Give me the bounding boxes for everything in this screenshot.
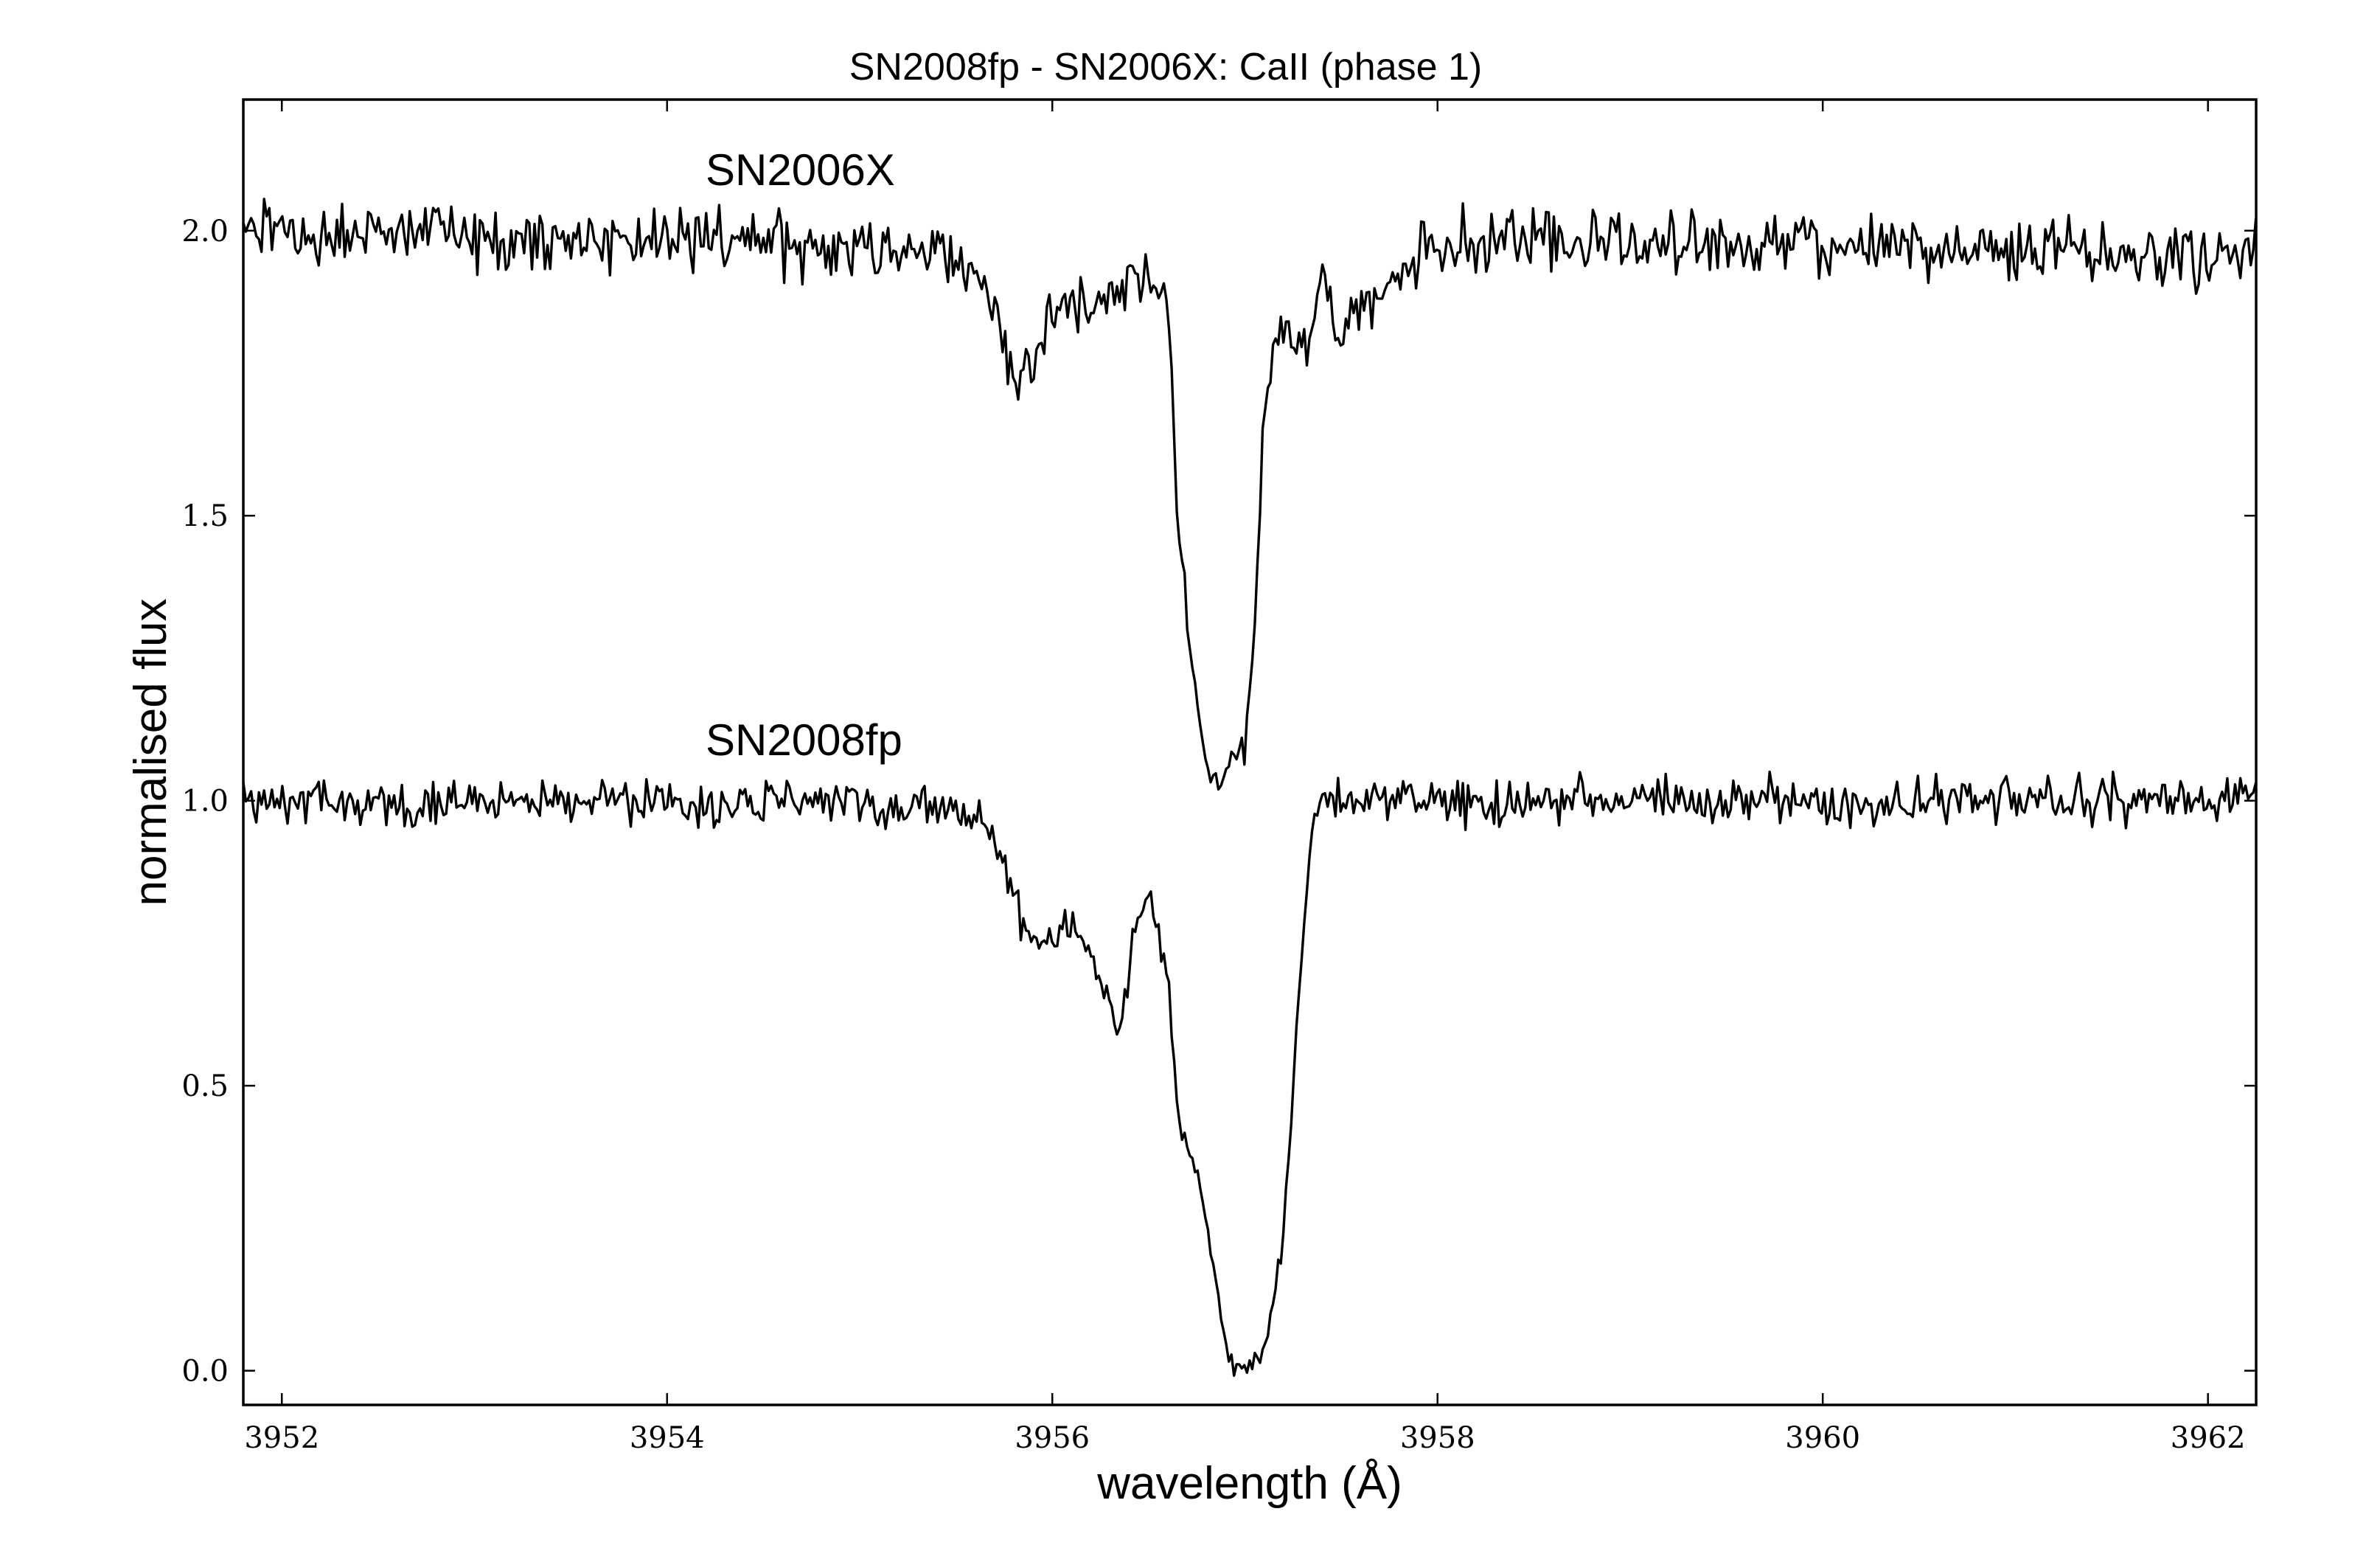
x-tick-label: 3954 bbox=[630, 1421, 705, 1455]
series-annotation: SN2008fp bbox=[706, 715, 902, 765]
series-annotations: SN2006X SN2008fp bbox=[706, 145, 902, 765]
y-tick-label: 0.5 bbox=[181, 1069, 229, 1103]
x-axis-ticks: 3952 3954 3956 3958 3960 3962 bbox=[244, 100, 2246, 1455]
x-tick-label: 3952 bbox=[244, 1421, 319, 1455]
y-tick-label: 0.0 bbox=[181, 1355, 229, 1389]
y-tick-label: 2.0 bbox=[181, 215, 229, 249]
series-line-sn2008fp bbox=[242, 770, 2258, 1377]
y-axis-label: normalised flux bbox=[125, 599, 176, 906]
series-layer bbox=[242, 198, 2258, 1377]
x-tick-label: 3962 bbox=[2171, 1421, 2246, 1455]
y-tick-label: 1.0 bbox=[181, 785, 229, 819]
series-line-sn2006x bbox=[242, 198, 2258, 791]
series-annotation: SN2006X bbox=[706, 145, 895, 195]
x-axis-label: wavelength (Å) bbox=[1096, 1458, 1402, 1509]
x-tick-label: 3960 bbox=[1785, 1421, 1860, 1455]
chart-title: SN2008fp - SN2006X: CaII (phase 1) bbox=[849, 46, 1482, 88]
y-axis-ticks: 0.0 0.5 1.0 1.5 2.0 bbox=[181, 215, 2256, 1389]
plot-frame bbox=[242, 98, 2258, 1406]
x-tick-label: 3958 bbox=[1400, 1421, 1475, 1455]
x-tick-label: 3956 bbox=[1015, 1421, 1090, 1455]
y-tick-label: 1.5 bbox=[181, 499, 229, 533]
